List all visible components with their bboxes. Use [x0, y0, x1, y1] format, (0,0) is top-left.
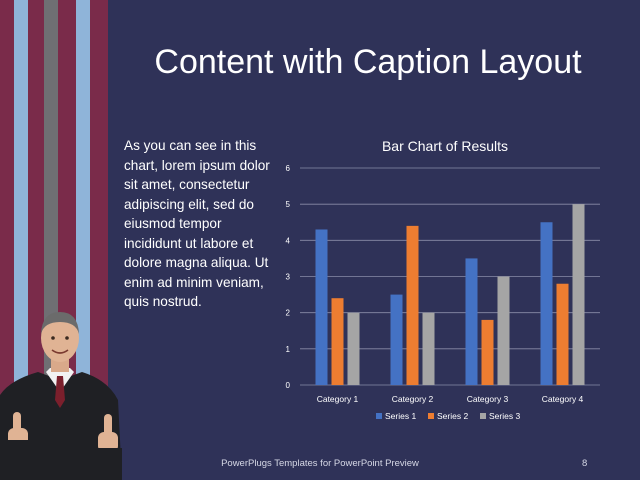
bar [347, 312, 360, 385]
legend-label: Series 3 [489, 411, 520, 421]
legend-label: Series 2 [437, 411, 468, 421]
x-tick-label: Category 1 [317, 394, 359, 404]
legend-swatch [376, 413, 382, 419]
bar [465, 258, 478, 385]
y-tick-label: 3 [286, 273, 291, 282]
bar [315, 229, 328, 385]
bar [406, 225, 419, 385]
page-number: 8 [582, 458, 588, 469]
bar [481, 319, 494, 385]
legend-label: Series 1 [385, 411, 416, 421]
bar [572, 204, 585, 385]
chart-title: Bar Chart of Results [381, 138, 509, 154]
x-tick-label: Category 2 [392, 394, 434, 404]
caption-text: As you can see in this chart, lorem ipsu… [124, 138, 270, 309]
legend-swatch [428, 413, 434, 419]
bar [556, 283, 569, 385]
bar [497, 276, 510, 385]
x-tick-label: Category 4 [542, 394, 584, 404]
legend-swatch [480, 413, 486, 419]
y-tick-label: 2 [286, 309, 291, 318]
bar [422, 312, 435, 385]
y-tick-label: 6 [286, 164, 291, 173]
bar [540, 222, 553, 385]
x-tick-label: Category 3 [467, 394, 509, 404]
y-tick-label: 4 [286, 236, 291, 245]
y-tick-label: 5 [286, 200, 291, 209]
bar [390, 294, 403, 385]
y-tick-label: 1 [286, 345, 291, 354]
businessman-thumbs-up-image [0, 312, 122, 480]
footer-text: PowerPlugs Templates for PowerPoint Prev… [221, 458, 419, 469]
slide-title: Content with Caption Layout [154, 43, 582, 81]
y-tick-label: 0 [286, 381, 291, 390]
bar [331, 298, 344, 385]
